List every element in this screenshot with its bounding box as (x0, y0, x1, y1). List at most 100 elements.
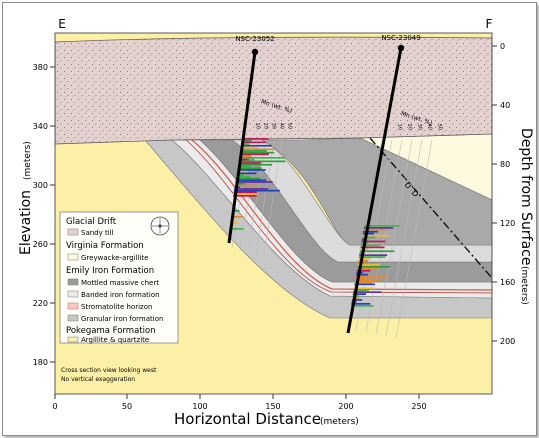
mn-bar (232, 216, 244, 218)
mn-bar (241, 148, 275, 151)
x-ticks: 0 50 100 150 200 250 (52, 394, 427, 411)
mn-ticks-1: 10 20 30 40 50 (254, 122, 293, 129)
mn-bar (358, 256, 386, 258)
mn-bar (233, 195, 257, 197)
legend-label-mottled-chert: Mottled massive chert (81, 279, 159, 287)
mn-bar (238, 162, 262, 164)
svg-text:30: 30 (416, 123, 423, 130)
mn-bar (359, 250, 395, 253)
mn-bar (236, 177, 261, 180)
legend-swatch-banded-iron (67, 290, 79, 298)
right-axis-title: Depth from Surface (518, 128, 534, 265)
x-axis-title: Horizontal Distance (174, 410, 321, 428)
elev-tick: 260 (33, 240, 48, 249)
elev-tick: 380 (33, 63, 48, 72)
mn-bar (231, 222, 239, 224)
svg-text:50: 50 (436, 123, 443, 130)
compass-rose-icon (150, 216, 170, 236)
mn-bar (357, 266, 390, 268)
mn-bar (353, 287, 374, 290)
mn-bar (233, 189, 280, 192)
mn-bar (240, 155, 252, 157)
legend-swatch-granular-iron (67, 314, 79, 322)
legend-heading-drift: Glacial Drift (66, 217, 117, 227)
section-end-f: F (486, 17, 493, 31)
legend-swatch-stromatolite (67, 302, 79, 310)
mn-bar (353, 291, 382, 293)
mn-bar (354, 281, 373, 284)
collar-nsc-23049 (397, 44, 405, 52)
collar-nsc-23052 (251, 48, 259, 56)
mn-bar (240, 150, 267, 152)
mn-bar (241, 146, 258, 149)
mn-bar (243, 138, 269, 140)
depth-tick: 160 (500, 278, 515, 287)
mn-bar (233, 210, 240, 212)
note-view-direction: Cross section view looking west (61, 367, 157, 374)
svg-text:20: 20 (262, 122, 269, 129)
legend-label-stromatolite: Stromatolite horizon (81, 303, 152, 311)
legend-heading-emily: Emily Iron Formation (66, 266, 154, 276)
mn-bar (355, 277, 365, 280)
x-axis-unit: (meters) (320, 417, 359, 427)
mn-bar (360, 246, 385, 249)
mn-bar (234, 188, 269, 190)
mn-bar (358, 260, 368, 262)
mn-bar (358, 258, 371, 260)
legend-label-argillite: Argillite & quartzite (81, 336, 149, 344)
depth-tick: 120 (500, 219, 515, 228)
mn-bar (362, 236, 376, 239)
left-axis-unit: (meters) (23, 141, 33, 180)
mn-bar (354, 283, 375, 286)
mn-bar (363, 227, 394, 229)
mn-bar (363, 230, 378, 233)
mn-bar (236, 176, 251, 178)
mn-bar (235, 182, 246, 185)
legend-label-banded-iron: Banded iron formation (81, 291, 160, 299)
mn-bar (355, 279, 381, 282)
mn-bar (239, 160, 286, 163)
mn-bar (351, 305, 374, 307)
mn-bar (355, 275, 387, 278)
mn-bar (351, 303, 371, 305)
mn-bar (238, 163, 273, 166)
legend-swatch-sandy-till (67, 228, 79, 236)
fault-symbol-down: D (410, 188, 421, 199)
mn-bar (361, 240, 386, 243)
mn-bar (359, 254, 388, 256)
mn-bar (236, 174, 245, 176)
left-axis-title: Elevation (18, 190, 34, 255)
mn-bar (364, 225, 400, 227)
legend: Glacial Drift Sandy till Virginia Format… (59, 211, 179, 344)
mn-bar (242, 139, 252, 142)
mn-bar (356, 273, 368, 276)
x-tick: 0 (52, 402, 57, 411)
mn-bar (240, 151, 275, 154)
stromatolite-horizon-upper (191, 139, 492, 291)
section-end-e: E (58, 17, 66, 31)
note-exaggeration: No vertical exaggeration (61, 376, 135, 383)
elev-tick: 340 (33, 122, 48, 131)
depth-tick: 200 (500, 337, 515, 346)
right-axis-title-group: Depth from Surface (meters) (518, 128, 534, 305)
elev-tick: 220 (33, 299, 48, 308)
x-tick: 200 (338, 402, 353, 411)
mottled-chert-wedge (260, 137, 492, 246)
mn-bar (234, 184, 259, 187)
elevation-ticks: 380 340 300 260 220 180 (33, 63, 55, 367)
legend-swatch-mottled-chert (67, 278, 79, 286)
svg-text:30: 30 (270, 122, 277, 129)
mn-bar (241, 144, 272, 147)
drillhole-nsc-23049 (346, 47, 403, 334)
mn-bar (235, 181, 273, 183)
x-tick: 50 (122, 402, 132, 411)
mn-bar (356, 269, 371, 272)
mn-bar (362, 234, 390, 237)
depth-tick: 40 (500, 101, 510, 110)
depth-tick: 0 (500, 42, 505, 51)
mn-bar (235, 179, 267, 182)
mn-bar (233, 191, 257, 194)
mn-bar (242, 141, 266, 144)
mn-bar (237, 169, 266, 171)
